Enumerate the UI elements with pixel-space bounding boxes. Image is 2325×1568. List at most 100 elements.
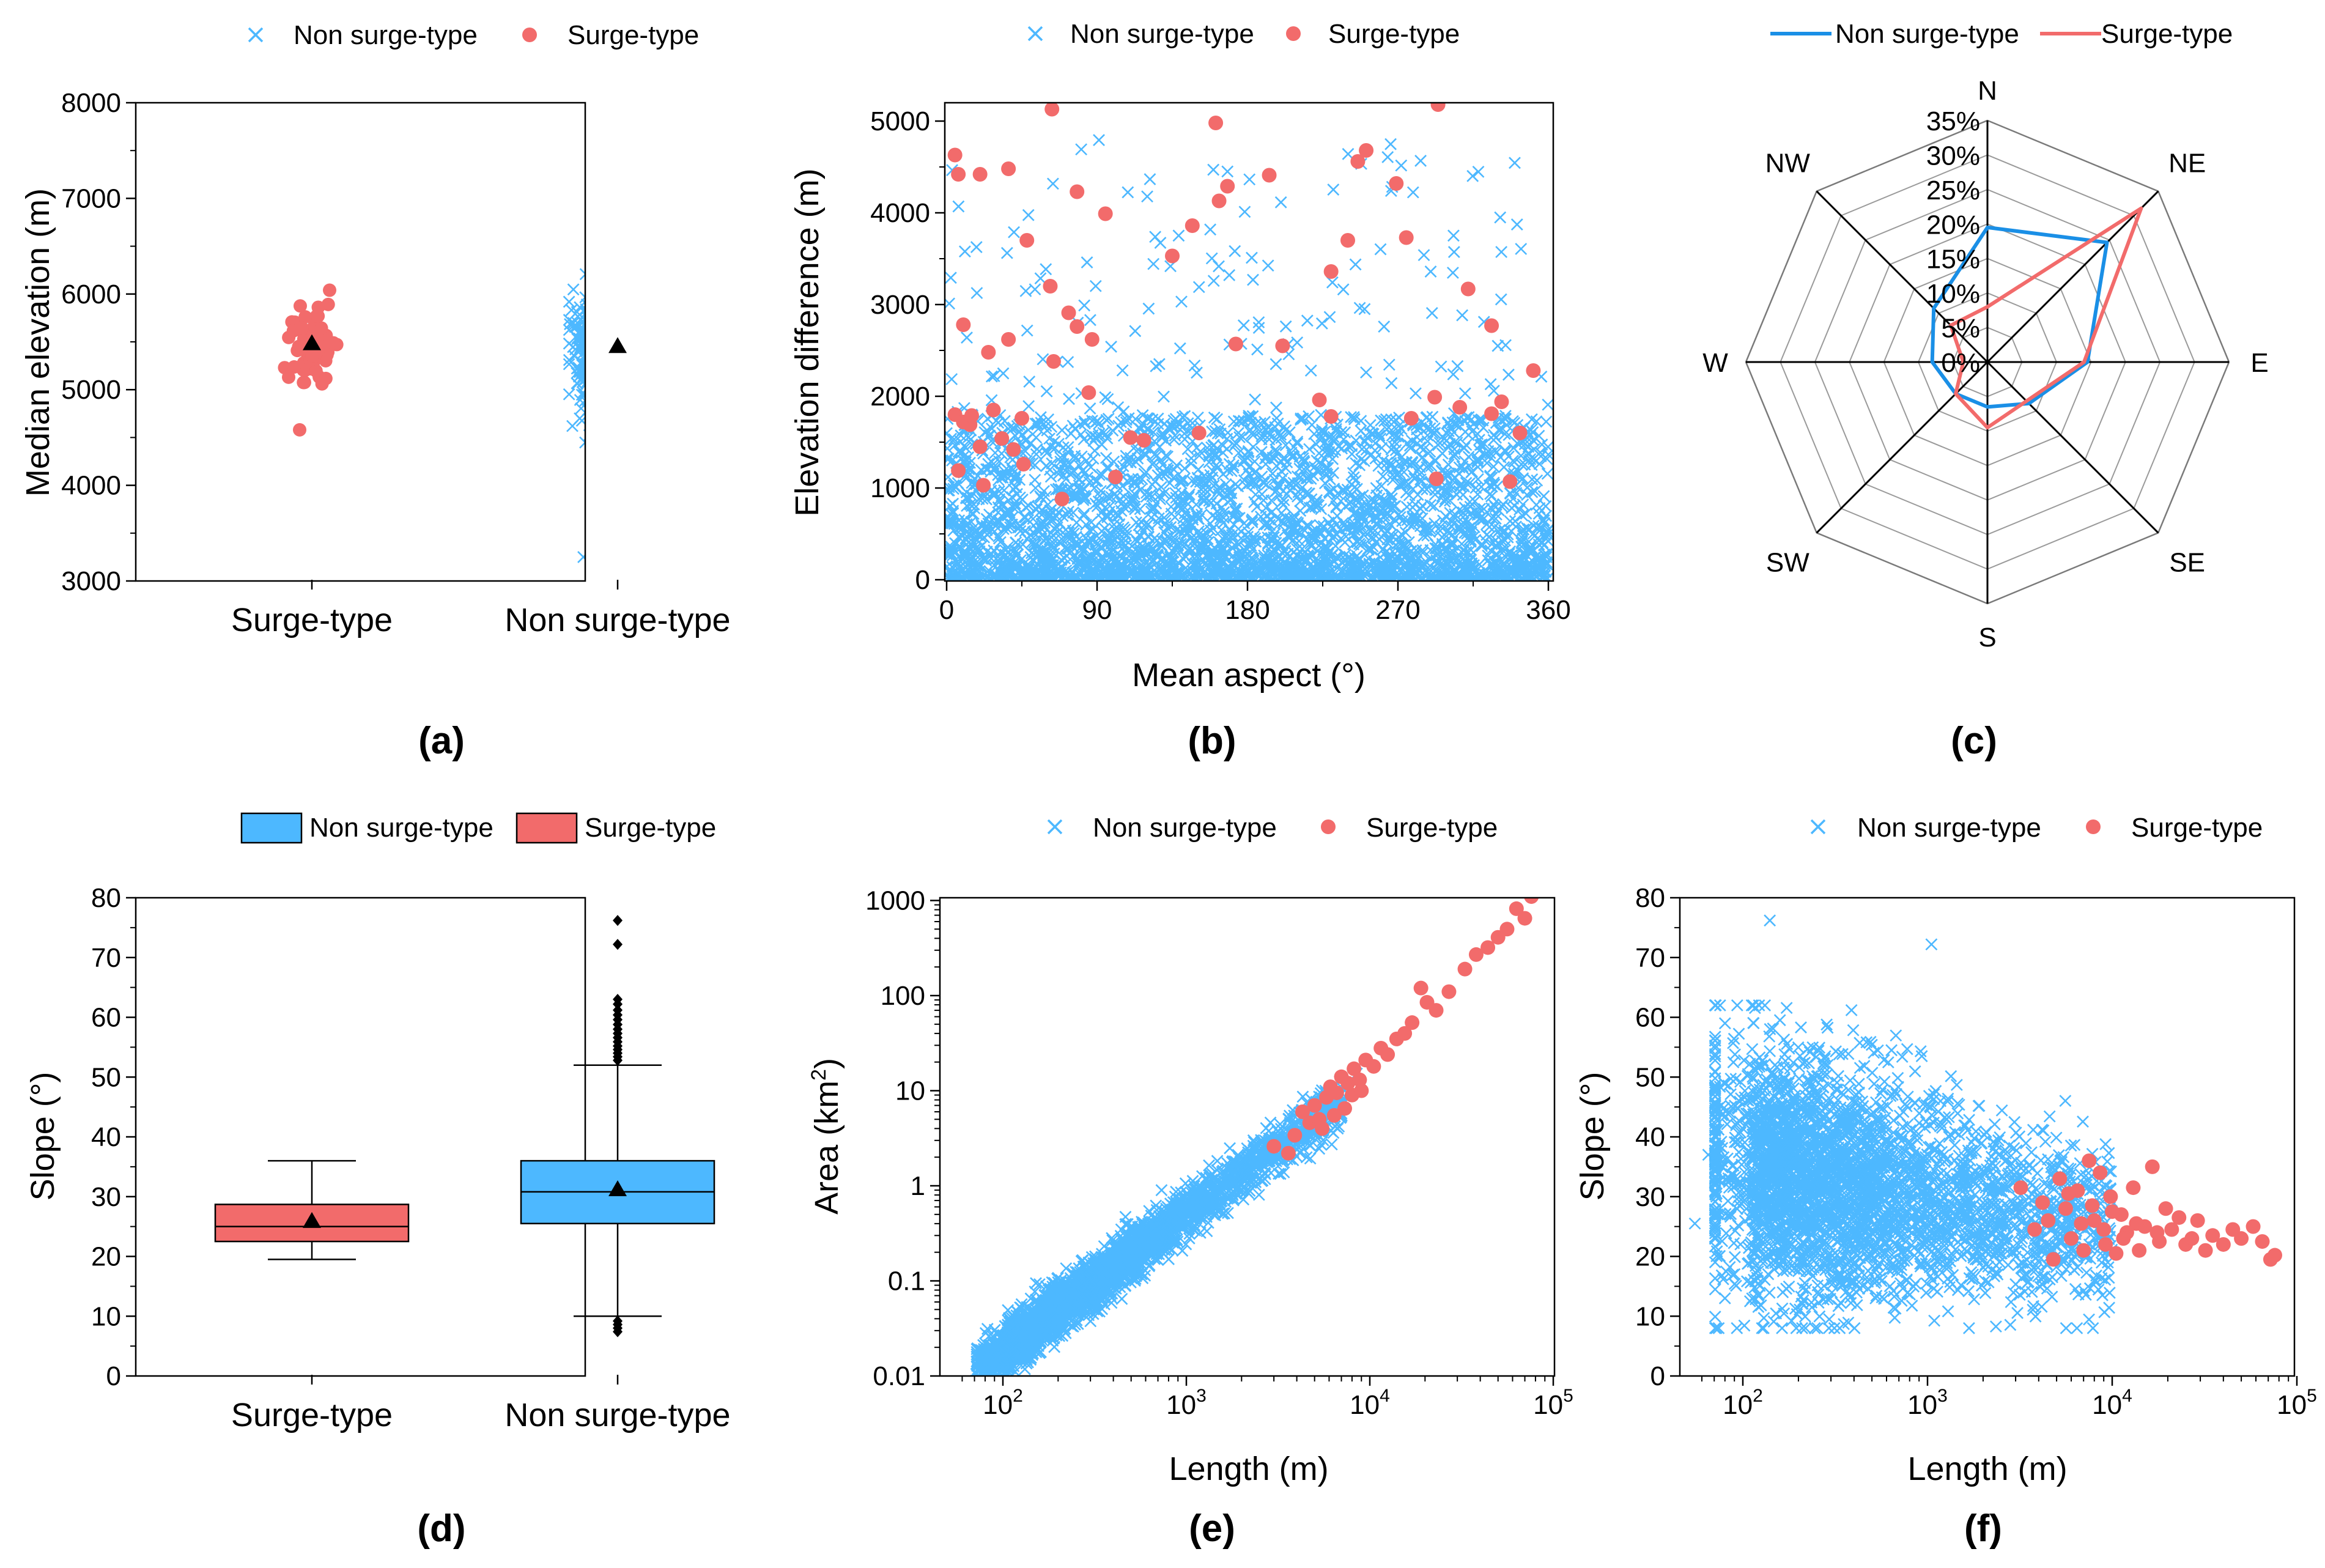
non-surge-point bbox=[624, 355, 635, 366]
non-surge-point bbox=[633, 358, 644, 369]
non-surge-point bbox=[640, 380, 651, 391]
non-surge-point bbox=[649, 357, 660, 368]
non-surge-point bbox=[627, 418, 638, 429]
non-surge-point bbox=[599, 333, 610, 344]
non-surge-point bbox=[597, 306, 608, 317]
non-surge-point bbox=[632, 397, 643, 408]
non-surge-point bbox=[623, 329, 634, 340]
non-surge-point bbox=[628, 339, 639, 350]
non-surge-point bbox=[605, 325, 616, 336]
non-surge-point bbox=[616, 355, 627, 366]
non-surge-point bbox=[597, 344, 608, 355]
non-surge-point bbox=[602, 363, 613, 374]
non-surge-point bbox=[606, 355, 617, 366]
non-surge-point bbox=[608, 362, 619, 373]
y-tick-label: 4000 bbox=[61, 471, 121, 501]
non-surge-point bbox=[582, 370, 585, 383]
non-surge-point bbox=[626, 341, 637, 352]
non-surge-point bbox=[611, 352, 622, 363]
non-surge-point bbox=[602, 314, 613, 325]
non-surge-point bbox=[635, 336, 646, 347]
non-surge-point bbox=[649, 338, 660, 349]
non-surge-point bbox=[606, 410, 617, 421]
non-surge-point bbox=[613, 366, 624, 377]
non-surge-point bbox=[591, 364, 602, 375]
non-surge-point bbox=[613, 407, 624, 418]
non-surge-point bbox=[613, 315, 624, 326]
non-surge-point bbox=[605, 364, 616, 375]
non-surge-point bbox=[610, 400, 621, 411]
non-surge-point bbox=[599, 331, 610, 342]
non-surge-point bbox=[1030, 448, 1043, 460]
non-surge-point bbox=[600, 341, 611, 352]
non-surge-point bbox=[606, 324, 617, 335]
non-surge-point bbox=[616, 385, 627, 396]
non-surge-point bbox=[589, 325, 600, 336]
non-surge-point bbox=[615, 330, 626, 341]
non-surge-point bbox=[594, 303, 605, 314]
non-surge-point bbox=[604, 367, 615, 378]
non-surge-point bbox=[1451, 436, 1463, 449]
non-surge-point bbox=[642, 347, 653, 358]
non-surge-point bbox=[645, 367, 656, 378]
non-surge-point bbox=[622, 402, 633, 413]
non-surge-point bbox=[619, 359, 630, 370]
non-surge-point bbox=[597, 319, 608, 330]
non-surge-point bbox=[624, 315, 635, 326]
non-surge-point bbox=[626, 378, 637, 389]
non-surge-point bbox=[604, 325, 615, 336]
non-surge-point bbox=[635, 344, 646, 355]
non-surge-point bbox=[604, 363, 615, 374]
non-surge-point bbox=[628, 353, 639, 364]
non-surge-point bbox=[612, 325, 623, 336]
non-surge-point bbox=[606, 277, 617, 288]
non-surge-point bbox=[608, 301, 619, 312]
non-surge-point bbox=[600, 300, 611, 311]
non-surge-point bbox=[630, 361, 641, 372]
non-surge-point bbox=[614, 316, 625, 327]
non-surge-point bbox=[589, 366, 600, 377]
non-surge-point bbox=[627, 312, 638, 323]
non-surge-point bbox=[612, 362, 623, 373]
non-surge-point bbox=[595, 374, 606, 385]
non-surge-point bbox=[637, 403, 648, 414]
non-surge-point bbox=[607, 390, 618, 401]
non-surge-point bbox=[619, 328, 630, 339]
non-surge-point bbox=[612, 283, 623, 294]
non-surge-point bbox=[622, 301, 633, 312]
non-surge-point bbox=[623, 326, 634, 337]
non-surge-point bbox=[1185, 452, 1197, 465]
non-surge-point bbox=[622, 352, 633, 363]
non-surge-point bbox=[589, 347, 600, 358]
non-surge-point bbox=[616, 361, 627, 372]
non-surge-point bbox=[592, 358, 603, 369]
non-surge-point bbox=[617, 318, 628, 329]
non-surge-point bbox=[603, 296, 614, 307]
non-surge-point bbox=[607, 368, 618, 379]
non-surge-point bbox=[613, 390, 624, 401]
non-surge-point bbox=[607, 372, 618, 383]
non-surge-point bbox=[602, 354, 613, 365]
non-surge-point bbox=[592, 375, 603, 386]
non-surge-point bbox=[628, 364, 639, 375]
non-surge-point bbox=[634, 344, 645, 355]
non-surge-point bbox=[633, 367, 644, 378]
non-surge-point bbox=[604, 334, 615, 345]
non-surge-point bbox=[643, 314, 654, 325]
non-surge-point bbox=[624, 369, 635, 380]
non-surge-point bbox=[629, 396, 640, 407]
non-surge-point bbox=[617, 382, 628, 393]
non-surge-point bbox=[596, 331, 607, 342]
non-surge-point bbox=[604, 319, 615, 330]
non-surge-point bbox=[616, 373, 627, 384]
non-surge-point bbox=[625, 315, 636, 326]
non-surge-point bbox=[640, 342, 651, 353]
non-surge-point bbox=[604, 385, 615, 396]
non-surge-point bbox=[607, 325, 618, 336]
non-surge-point bbox=[589, 330, 600, 341]
non-surge-point bbox=[602, 333, 613, 344]
non-surge-point bbox=[611, 355, 622, 366]
non-surge-point bbox=[632, 368, 643, 379]
non-surge-point bbox=[608, 293, 619, 304]
non-surge-point bbox=[604, 383, 615, 394]
